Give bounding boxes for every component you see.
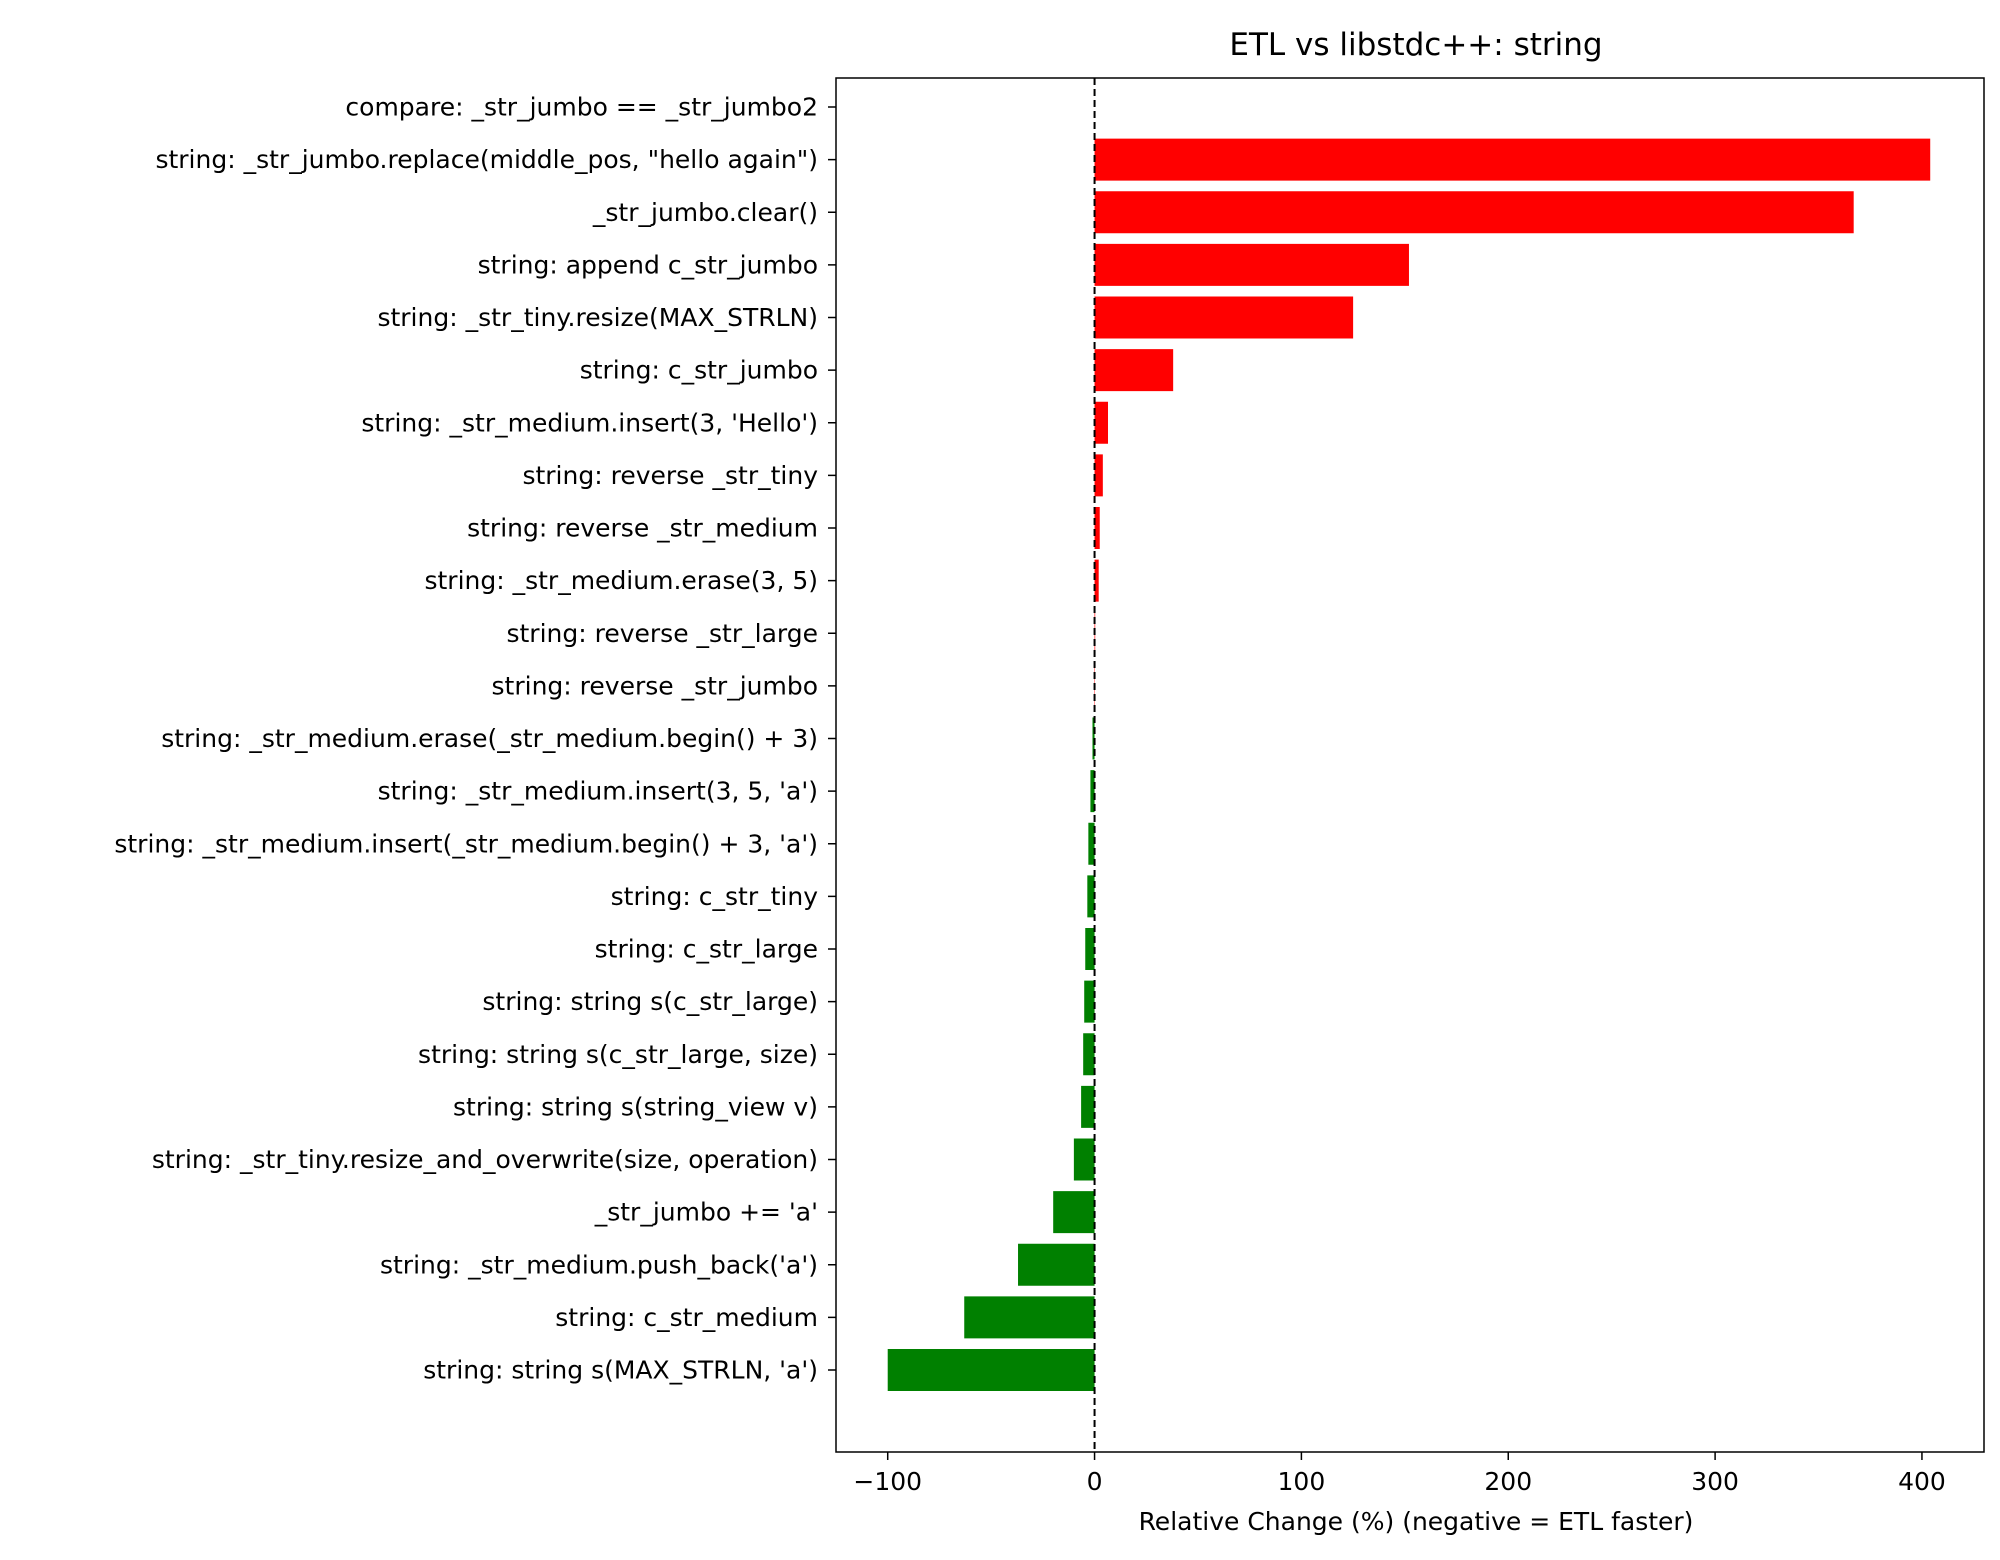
y-tick-label: string: _str_medium.insert(3, 'Hello') (361, 408, 818, 437)
y-tick-label: string: reverse _str_medium (467, 514, 818, 543)
x-tick-label: 100 (1278, 1467, 1326, 1496)
bars-group (887, 86, 1931, 1391)
y-tick-label: string: string s(c_str_large) (482, 987, 818, 1016)
y-tick-label: string: _str_medium.erase(_str_medium.be… (161, 724, 818, 753)
y-tick-label: string: string s(MAX_STRLN, 'a') (423, 1356, 818, 1385)
x-tick-label: 300 (1691, 1467, 1739, 1496)
x-tick-label: 0 (1087, 1467, 1103, 1496)
bar-23 (964, 1296, 1095, 1339)
bar-12 (1092, 717, 1095, 760)
bar-3 (1094, 243, 1409, 286)
y-tick-label: string: c_str_large (595, 935, 818, 964)
bar-5 (1094, 349, 1174, 392)
y-tick-label: string: _str_medium.push_back('a') (380, 1250, 818, 1279)
bar-22 (1018, 1243, 1095, 1286)
x-ticks: −100 0 100 200 300 400 (853, 1452, 1946, 1496)
bar-17 (1084, 980, 1095, 1023)
y-tick-label: string: string s(c_str_large, size) (418, 1040, 818, 1069)
y-tick-label: string: string s(string_view v) (453, 1092, 818, 1121)
chart-title: ETL vs libstdc++: string (1229, 27, 1602, 63)
bar-7 (1094, 454, 1103, 497)
y-tick-label: string: append c_str_jumbo (478, 250, 818, 279)
bar-1 (1094, 138, 1931, 181)
bar-13 (1090, 770, 1095, 813)
x-tick-label: 200 (1484, 1467, 1532, 1496)
plot-frame (835, 77, 1985, 1453)
y-tick-label: string: _str_medium.erase(3, 5) (424, 566, 818, 595)
x-tick-label: 400 (1898, 1467, 1946, 1496)
y-tick-labels: compare: _str_jumbo == _str_jumbo2string… (114, 93, 836, 1385)
bar-8 (1094, 507, 1100, 549)
bar-16 (1085, 928, 1095, 970)
bar-9 (1094, 559, 1099, 602)
bar-20 (1073, 1138, 1095, 1181)
y-tick-label: string: reverse _str_large (506, 619, 818, 648)
y-tick-label: string: c_str_jumbo (580, 356, 818, 385)
y-tick-label: string: _str_tiny.resize_and_overwrite(s… (152, 1145, 818, 1174)
y-tick-label: _str_jumbo.clear() (592, 198, 818, 227)
y-tick-label: string: _str_tiny.resize(MAX_STRLN) (377, 303, 818, 332)
bar-2 (1094, 191, 1854, 234)
bar-18 (1083, 1033, 1095, 1076)
y-tick-label: string: reverse _str_tiny (522, 461, 818, 490)
y-tick-label: string: _str_jumbo.replace(middle_pos, "… (155, 145, 818, 174)
bar-21 (1053, 1191, 1095, 1234)
bar-4 (1094, 296, 1354, 339)
bar-15 (1087, 875, 1095, 918)
x-axis-label: Relative Change (%) (negative = ETL fast… (1139, 1507, 1694, 1536)
bar-14 (1088, 822, 1095, 865)
y-tick-label: _str_jumbo += 'a' (594, 1198, 818, 1227)
bar-6 (1094, 401, 1109, 444)
x-tick-label: −100 (853, 1467, 922, 1496)
y-tick-label: string: c_str_tiny (611, 882, 819, 911)
y-tick-label: string: reverse _str_jumbo (492, 671, 818, 700)
y-tick-label: string: _str_medium.insert(_str_medium.b… (114, 829, 818, 858)
y-tick-label: string: c_str_medium (555, 1303, 818, 1332)
bar-24 (887, 1349, 1095, 1391)
y-tick-label: compare: _str_jumbo == _str_jumbo2 (345, 93, 818, 122)
bar-19 (1081, 1085, 1095, 1128)
y-tick-label: string: _str_medium.insert(3, 5, 'a') (378, 777, 818, 806)
